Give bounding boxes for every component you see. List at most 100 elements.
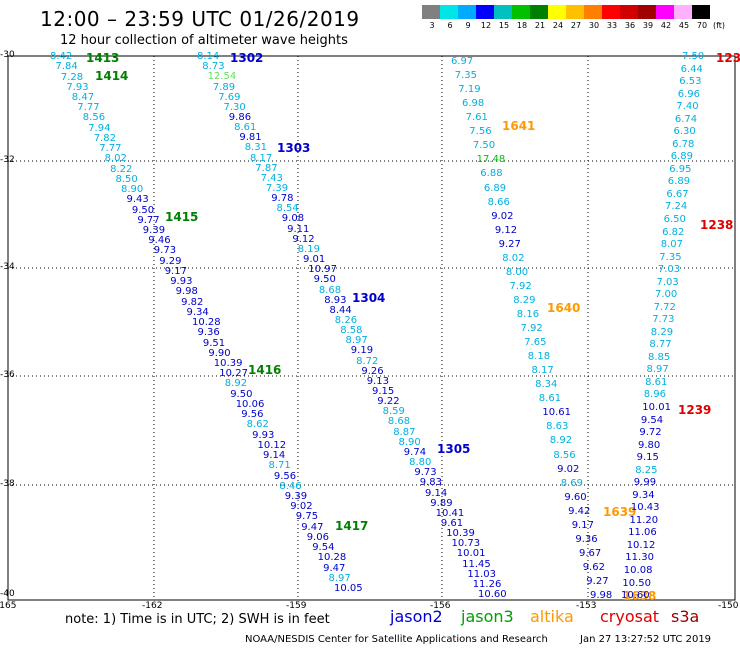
- wave-height-value: 9.60: [564, 491, 587, 503]
- wave-height-value: 6.53: [679, 76, 702, 88]
- wave-height-value: 8.25: [635, 464, 658, 476]
- colorbar-label: 39: [642, 21, 654, 30]
- wave-height-value: 8.47: [71, 91, 95, 103]
- wave-height-value: 8.93: [324, 294, 347, 306]
- colorbar-label: 70: [696, 21, 708, 30]
- wave-height-value: 6.30: [673, 126, 696, 138]
- wave-height-value: 9.29: [159, 255, 182, 267]
- wave-height-value: 8.61: [645, 376, 668, 388]
- wave-height-value: 8.29: [513, 294, 536, 306]
- wave-height-value: 9.74: [403, 446, 427, 458]
- wave-height-value: 9.83: [419, 477, 442, 489]
- wave-height-value: 11.45: [462, 558, 491, 570]
- wave-height-value: 7.77: [99, 143, 122, 155]
- wave-height-value: 6.96: [677, 88, 700, 100]
- wave-height-value: 8.17: [250, 152, 273, 164]
- wave-height-value: 8.92: [549, 435, 573, 447]
- wave-height-value: 9.73: [414, 467, 437, 479]
- wave-height-value: 9.17: [571, 519, 594, 531]
- wave-height-value: 9.82: [181, 296, 204, 308]
- wave-height-value: 8.26: [334, 314, 358, 326]
- wave-height-value: 7.30: [223, 101, 246, 113]
- wave-height-value: 10.50: [622, 577, 652, 589]
- wave-height-value: 7.92: [509, 280, 532, 292]
- wave-height-value: 7.24: [665, 201, 688, 213]
- footer-credit: NOAA/NESDIS Center for Satellite Applica…: [245, 634, 548, 645]
- wave-height-value: 10.01: [456, 548, 486, 560]
- track-label: 1239: [678, 403, 712, 417]
- wave-height-value: 8.02: [502, 252, 525, 264]
- wave-height-value: 9.02: [290, 501, 313, 513]
- wave-height-value: 8.77: [649, 339, 672, 351]
- wave-height-value: 8.68: [387, 416, 411, 428]
- wave-height-value: 8.90: [121, 184, 144, 195]
- wave-height-value: 6.89: [670, 151, 693, 163]
- wave-height-value: 10.39: [446, 528, 475, 540]
- lat-label: -38: [0, 479, 15, 489]
- wave-height-value: 9.15: [372, 386, 395, 397]
- wave-height-value: 8.02: [104, 153, 127, 165]
- wave-height-value: 9.06: [306, 531, 329, 543]
- colorbar-swatch: [602, 5, 620, 19]
- colorbar-label: 27: [570, 21, 582, 30]
- wave-height-value: 9.34: [186, 306, 209, 318]
- wave-height-value: 9.26: [361, 365, 384, 377]
- wave-height-value: 9.50: [313, 274, 336, 286]
- colorbar-label: 6: [447, 21, 453, 30]
- wave-height-value: 7.35: [659, 251, 682, 263]
- wave-height-value: 8.96: [643, 389, 666, 401]
- wave-height-value: 9.99: [633, 477, 657, 489]
- colorbar-swatch: [440, 5, 458, 19]
- wave-height-value: 9.34: [632, 489, 655, 501]
- wave-height-value: 8.44: [329, 304, 352, 316]
- wave-height-value: 6.88: [480, 168, 503, 180]
- wave-height-value: 7.84: [55, 61, 78, 73]
- wave-height-value: 6.50: [663, 214, 686, 225]
- wave-height-value: 9.22: [377, 396, 400, 408]
- wave-height-value: 8.54: [276, 203, 299, 215]
- wave-height-value: 9.56: [241, 409, 264, 421]
- wave-height-value: 9.27: [586, 575, 609, 587]
- wave-height-value: 9.93: [170, 276, 193, 288]
- wave-height-value: 7.39: [265, 183, 289, 194]
- wave-height-value: 7.50: [682, 51, 705, 62]
- wave-height-value: 7.43: [260, 172, 283, 184]
- wave-height-value: 9.14: [263, 450, 286, 461]
- wave-height-value: 7.87: [255, 162, 278, 174]
- wave-height-value: 9.51: [202, 337, 226, 349]
- lat-label: -36: [0, 370, 15, 380]
- colorbar-label: 33: [606, 21, 618, 30]
- map-border: [7, 55, 736, 601]
- wave-height-value: 9.98: [175, 286, 198, 298]
- wave-height-value: 9.47: [301, 521, 324, 533]
- colorbar-swatch: [494, 5, 512, 19]
- page-title: 12:00 – 23:59 UTC 01/26/2019: [40, 7, 360, 31]
- legend-s3a: s3a: [671, 607, 700, 626]
- colorbar-label: 9: [465, 21, 471, 30]
- wave-height-value: 10.43: [630, 502, 660, 514]
- track-label: 1639: [603, 505, 637, 519]
- track-label: 1638: [623, 589, 657, 603]
- wave-height-value: 8.61: [234, 122, 257, 134]
- wave-height-value: 9.77: [137, 214, 160, 226]
- wave-height-value: 7.28: [60, 71, 84, 83]
- wave-height-value: 9.39: [142, 224, 166, 236]
- wave-height-value: 9.62: [582, 561, 605, 573]
- wave-height-value: 9.50: [230, 388, 253, 400]
- wave-height-value: 9.61: [440, 517, 464, 529]
- track-label: 1305: [437, 442, 471, 456]
- wave-height-value: 7.89: [212, 81, 236, 93]
- wave-height-value: 7.73: [652, 314, 675, 326]
- wave-height-value: 8.68: [318, 284, 342, 296]
- track-label: 1304: [352, 291, 386, 305]
- wave-height-value: 7.72: [653, 301, 676, 313]
- wave-height-value: 8.63: [546, 421, 569, 433]
- wave-height-value: 7.00: [655, 289, 678, 301]
- wave-height-value: 8.07: [660, 239, 683, 250]
- lon-label: -162: [142, 601, 163, 611]
- wave-height-value: 7.69: [218, 91, 241, 103]
- wave-height-value: 10.39: [213, 357, 243, 369]
- legend-jason3: jason3: [461, 607, 514, 626]
- wave-height-value: 9.15: [636, 452, 659, 464]
